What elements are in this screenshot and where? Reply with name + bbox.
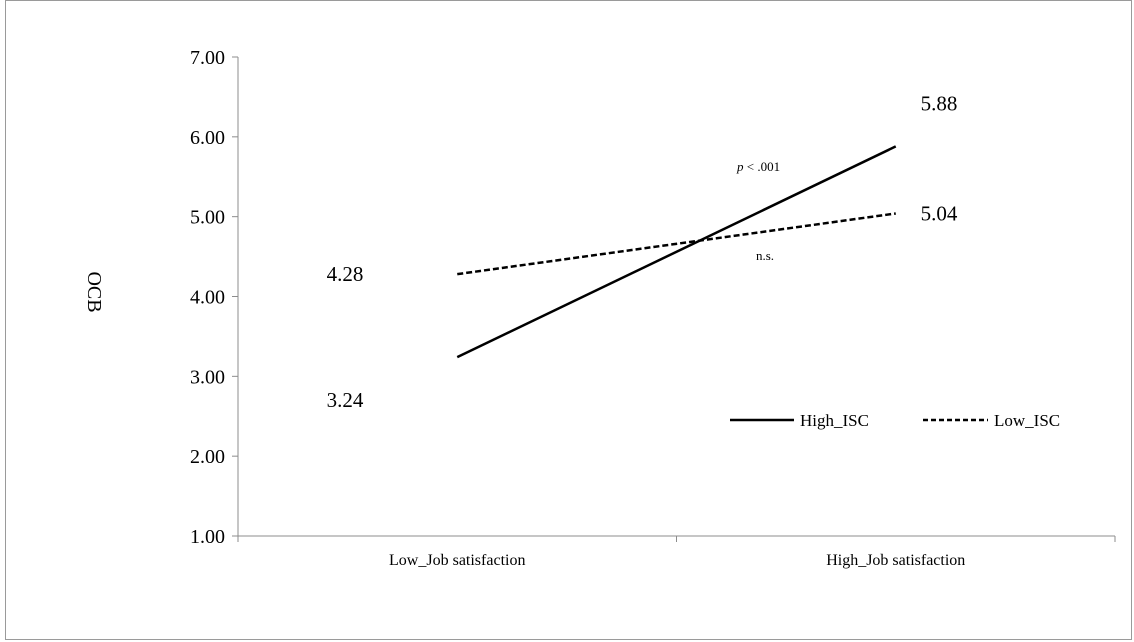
p-value: < .001 (744, 159, 781, 174)
y-tick-label: 5.00 (190, 207, 225, 229)
x-category-label: High_Job satisfaction (826, 552, 965, 569)
x-category-label: Low_Job satisfaction (389, 552, 525, 569)
data-label-low-isc: 4.28 (327, 262, 364, 286)
series-lines (456, 145, 897, 359)
x-categories: Low_Job satisfaction High_Job satisfactio… (237, 536, 1116, 569)
series-line-low-isc (457, 212, 896, 276)
axes (237, 57, 1115, 537)
y-tick-label: 1.00 (190, 526, 225, 548)
legend: High_ISC Low_ISC (730, 411, 1060, 430)
data-labels: 3.24 5.88 4.28 5.04 (327, 91, 958, 412)
data-label-low-isc: 5.04 (921, 201, 958, 225)
y-axis-title: OCB (83, 271, 105, 312)
chart-frame (5, 0, 1132, 640)
low-isc-significance-annotation: n.s. (756, 248, 774, 263)
y-tick-label: 7.00 (190, 47, 225, 69)
y-tick-label: 6.00 (190, 127, 225, 149)
high-isc-significance-annotation: p < .001 (736, 159, 780, 174)
p-symbol: p (736, 159, 744, 174)
data-label-high-isc: 3.24 (327, 388, 364, 412)
legend-low-isc-label: Low_ISC (994, 411, 1060, 430)
data-label-high-isc: 5.88 (921, 91, 958, 115)
legend-high-isc-label: High_ISC (800, 411, 869, 430)
y-tick-label: 4.00 (190, 287, 225, 309)
y-tick-label: 3.00 (190, 366, 225, 388)
series-line-high-isc (456, 145, 897, 359)
y-ticks: 1.00 2.00 3.00 4.00 5.00 6.00 7.00 (190, 47, 238, 548)
y-tick-label: 2.00 (190, 446, 225, 468)
